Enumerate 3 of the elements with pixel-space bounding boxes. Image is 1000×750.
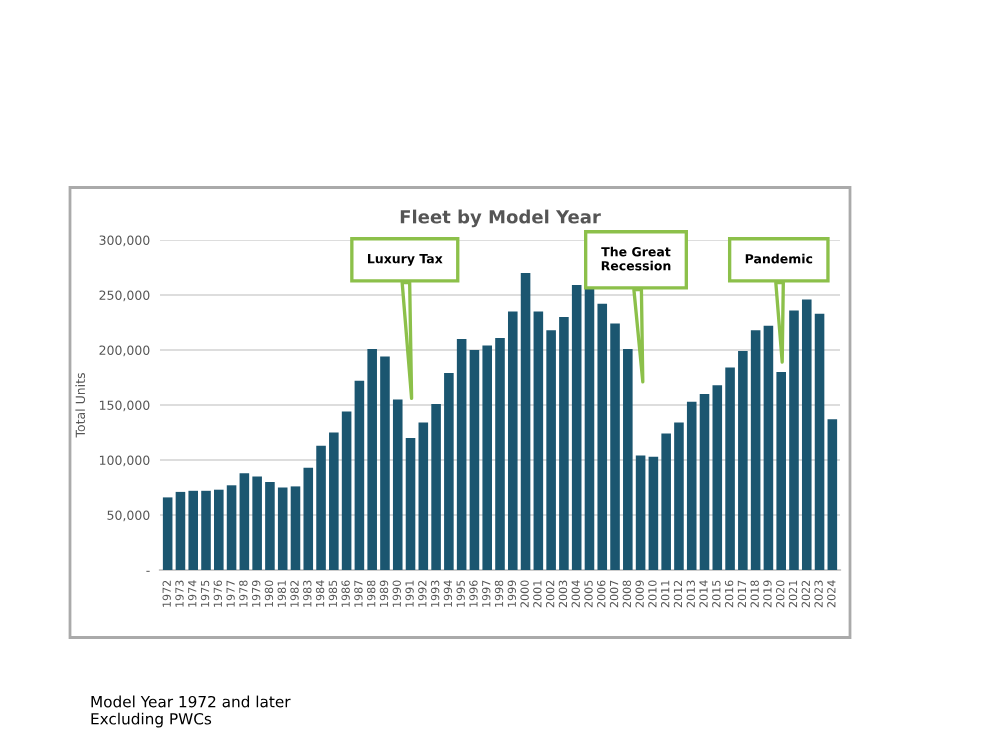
bar (827, 419, 838, 570)
chart-title: Fleet by Model Year (400, 209, 601, 228)
bar (162, 497, 173, 570)
